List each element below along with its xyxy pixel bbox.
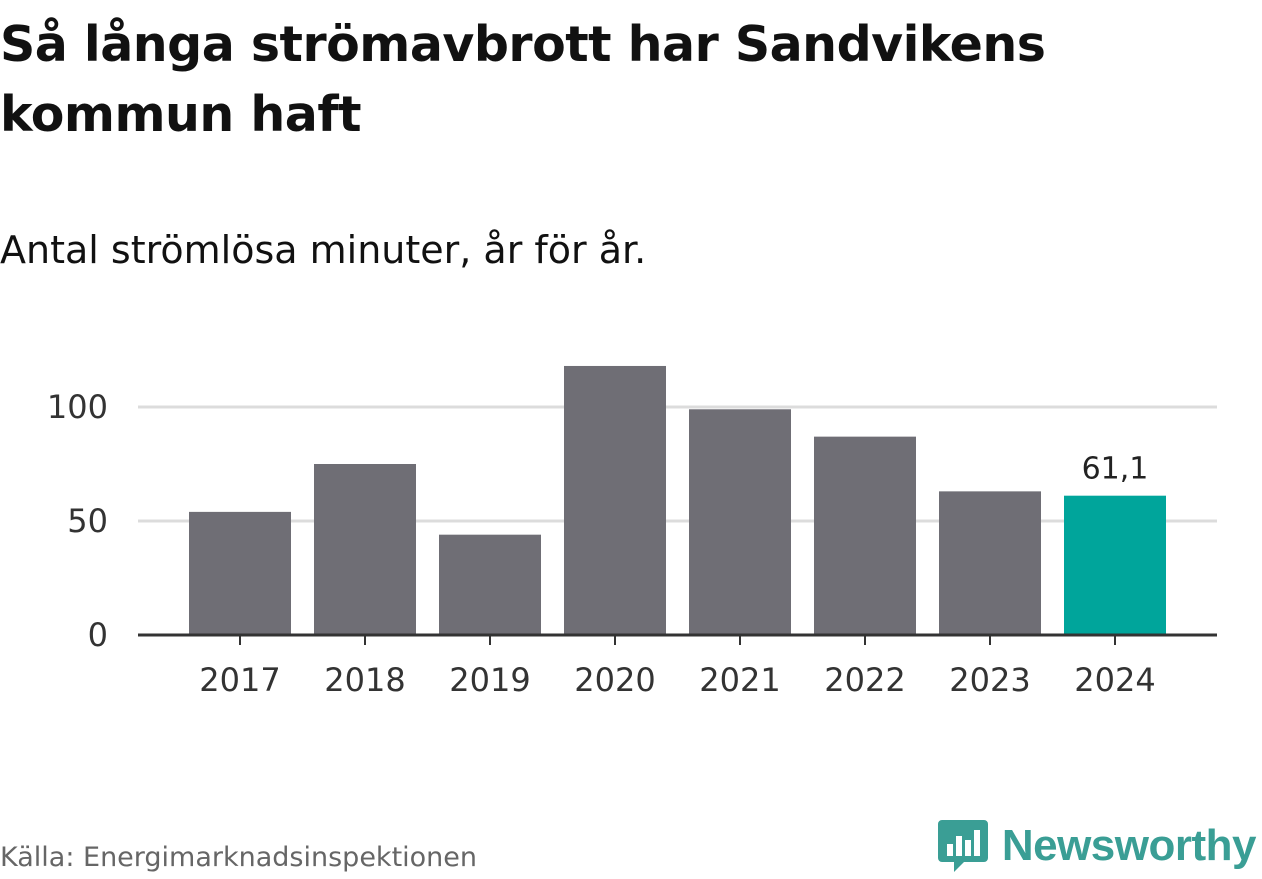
y-tick-label: 50	[67, 502, 108, 540]
bar-2019	[439, 534, 541, 635]
x-tick-label: 2019	[449, 661, 530, 699]
bar-2017	[189, 511, 291, 635]
brand-name: Newsworthy	[1001, 821, 1257, 870]
bar-2021	[689, 409, 791, 635]
bar-2020	[564, 365, 666, 635]
data-label: 61,1	[1082, 452, 1149, 487]
y-tick-label: 100	[47, 388, 108, 426]
x-tick-label: 2018	[324, 661, 405, 699]
bar-chart: 0 50 100 2017 2018 2019 2020 2021 2022 2023 2024 6…	[47, 365, 1217, 699]
chart-subtitle: Antal strömlösa minuter, år för år.	[0, 228, 647, 272]
source-note: Källa: Energimarknadsinspektionen	[0, 842, 478, 873]
x-tick-label: 2024	[1074, 661, 1155, 699]
y-tick-label: 0	[88, 616, 108, 654]
x-tick-label: 2017	[199, 661, 280, 699]
chart-title: Så långa strömavbrott har Sandvikens kom…	[0, 16, 1046, 143]
x-tick-label: 2023	[949, 661, 1030, 699]
x-tick-label: 2022	[824, 661, 905, 699]
brand-logo: Newsworthy	[937, 818, 1257, 874]
x-tick-label: 2020	[574, 661, 655, 699]
bar-2023	[939, 491, 1041, 635]
bar-chart-speech-bubble-icon	[937, 820, 988, 872]
bar-2022	[814, 436, 916, 635]
bar-2024	[1064, 495, 1166, 635]
x-tick-label: 2021	[699, 661, 780, 699]
bar-2018	[314, 464, 416, 635]
